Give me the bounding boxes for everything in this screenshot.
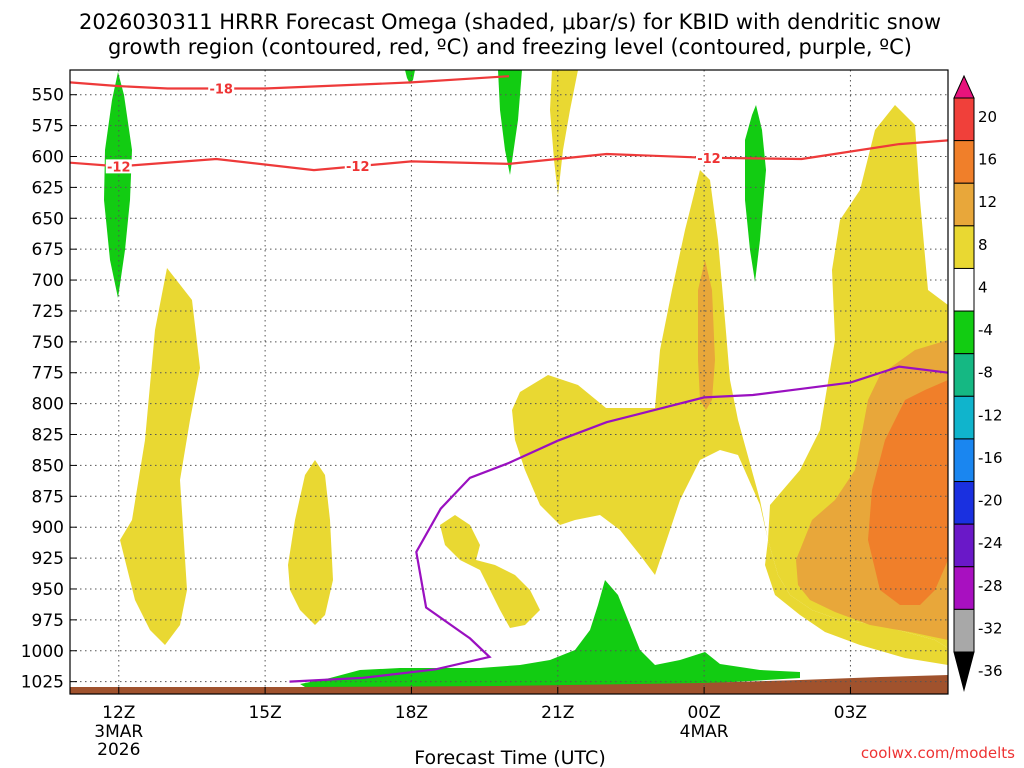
y-tick-label: 825 (32, 426, 64, 446)
colorbar-label: -4 (978, 321, 993, 339)
dendritic-contour-line (69, 139, 949, 172)
rising-motion-12z (104, 72, 132, 298)
y-tick-label: 975 (32, 611, 64, 631)
colorbar-label: -20 (978, 492, 1003, 510)
colorbar-band (953, 353, 975, 397)
y-tick-label: 925 (32, 549, 64, 569)
subsidence-region-19z (440, 515, 540, 628)
y-tick-label: 575 (32, 117, 64, 137)
chart-title-line-1: 2026030311 HRRR Forecast Omega (shaded, … (79, 10, 941, 34)
y-tick-label: 1000 (21, 642, 64, 662)
freezing-level-contour (289, 365, 949, 683)
credit-text: coolwx.com/modelts (861, 744, 1015, 762)
x-tick-label: 12Z (102, 703, 135, 723)
x-tick-date-label: 4MAR (680, 722, 729, 742)
colorbar-band (953, 395, 975, 440)
colorbar-label: -32 (978, 619, 1003, 637)
plot-frame (69, 69, 949, 695)
subsidence-region-west (120, 268, 200, 645)
colorbar-label: -24 (978, 534, 1003, 552)
colorbar-top-arrow (953, 74, 975, 99)
subsidence-max-east (868, 380, 948, 605)
colorbar-band (953, 310, 975, 355)
x-tick-date-label: 3MAR (94, 722, 143, 742)
y-tick-label: 650 (32, 209, 64, 229)
y-tick-label: 600 (32, 147, 64, 167)
y-tick-label: 750 (32, 333, 64, 353)
dendritic-contour-label: -12 (107, 160, 131, 175)
subsidence-region-21z-upper (550, 70, 578, 195)
y-tick-label: 900 (32, 518, 64, 538)
colorbar-band (953, 267, 975, 312)
x-tick-label: 03Z (834, 703, 867, 723)
contour-label-background (695, 150, 722, 165)
y-tick-label: 950 (32, 580, 64, 600)
colorbar-band (953, 438, 975, 483)
y-tick-label: 1025 (21, 673, 64, 693)
colorbar-band (953, 225, 975, 269)
y-axis: 550 575 600 625 650 675 700 725 750 775 800 825 850 8… (21, 86, 77, 693)
contours: -18 -12 -12 -12 (69, 75, 949, 683)
colorbar-label: 16 (978, 151, 997, 169)
omega-rising-motion (104, 70, 800, 690)
y-tick-label: 550 (32, 86, 64, 106)
rising-motion-low-level (300, 580, 800, 690)
colorbar-label: 12 (978, 193, 997, 211)
colorbar: 20 16 12 8 4 -4 -8 -12 -16 -20 -24 -28 -32 -36 (953, 74, 1003, 692)
x-tick-label: 00Z (687, 703, 720, 723)
rising-motion-18z-upper (405, 70, 415, 84)
colorbar-label: 20 (978, 108, 997, 126)
y-tick-label: 800 (32, 395, 64, 415)
dendritic-contour-label: -12 (697, 152, 721, 167)
colorbar-band (953, 481, 975, 525)
gridlines (70, 70, 948, 694)
x-tick-label: 21Z (541, 703, 574, 723)
rising-motion-20z-upper (498, 70, 522, 175)
rising-motion-01z-upper (745, 105, 766, 282)
y-tick-label: 675 (32, 240, 64, 260)
contour-label-background (105, 159, 132, 174)
dendritic-contour-label: -12 (346, 160, 370, 175)
y-tick-label: 725 (32, 302, 64, 322)
terrain (70, 675, 948, 694)
colorbar-label: 8 (978, 236, 988, 254)
colorbar-band (953, 140, 975, 184)
colorbar-band (953, 97, 975, 142)
contour-label-background (344, 159, 371, 174)
colorbar-band (953, 523, 975, 568)
x-tick-year-label: 2026 (97, 740, 140, 760)
y-tick-label: 700 (32, 271, 64, 291)
colorbar-band (953, 608, 975, 653)
colorbar-label: -16 (978, 449, 1003, 467)
x-axis-label: Forecast Time (UTC) (414, 747, 605, 768)
subsidence-region-central (512, 170, 948, 665)
y-tick-label: 850 (32, 456, 64, 476)
colorbar-label: -8 (978, 364, 993, 382)
colorbar-label: -12 (978, 406, 1003, 424)
dendritic-contour-label: -18 (209, 83, 233, 98)
contour-label-background (208, 81, 235, 96)
subsidence-region-16z (288, 460, 333, 625)
x-tick-label: 18Z (395, 703, 428, 723)
colorbar-label: 4 (978, 279, 988, 297)
colorbar-bottom-arrow (953, 651, 975, 692)
y-tick-label: 775 (32, 364, 64, 384)
y-tick-label: 875 (32, 487, 64, 507)
colorbar-band (953, 182, 975, 227)
colorbar-label: -28 (978, 577, 1003, 595)
chart-title-line-2: growth region (contoured, red, ºC) and f… (108, 35, 912, 59)
x-tick-label: 15Z (248, 703, 281, 723)
y-tick-label: 625 (32, 178, 64, 198)
colorbar-band (953, 566, 975, 610)
colorbar-label: -36 (978, 662, 1003, 680)
